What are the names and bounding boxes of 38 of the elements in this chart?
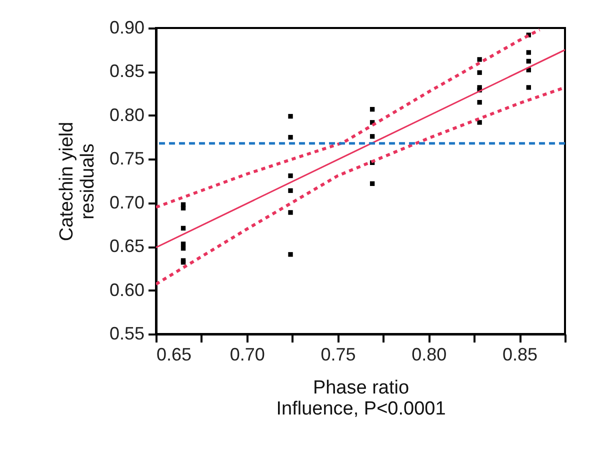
point	[370, 134, 375, 139]
y-tick-label: 0.60	[109, 280, 144, 300]
x-tick-label: 0.85	[502, 344, 538, 364]
point	[526, 50, 531, 55]
point	[180, 246, 186, 251]
x-axis-title: Phase ratio	[312, 378, 410, 398]
point	[288, 114, 293, 119]
point	[180, 242, 186, 246]
point	[180, 206, 186, 210]
point	[288, 210, 293, 215]
point	[288, 252, 293, 257]
line-series	[156, 28, 542, 209]
x-tick-label: 0.65	[156, 344, 192, 364]
y-tick-label: 0.90	[109, 18, 144, 38]
y-tick-label: 0.85	[109, 61, 144, 82]
point	[370, 181, 375, 186]
point	[288, 134, 293, 140]
y-tick-label: 0.70	[109, 192, 144, 212]
y-tick-label: 0.75	[109, 148, 144, 169]
line-series	[156, 86, 565, 286]
point	[526, 85, 531, 90]
x-tick-label: 0.75	[320, 344, 356, 364]
y-tick-label: 0.80	[109, 104, 144, 125]
x-tick-label: 0.70	[230, 344, 265, 364]
text: Influence, P<0.0001	[276, 398, 446, 420]
point	[477, 57, 482, 62]
point	[477, 120, 482, 125]
point	[288, 173, 293, 178]
x-tick-label: 0.80	[412, 344, 447, 364]
point	[477, 70, 482, 75]
point	[180, 226, 186, 231]
point	[526, 58, 531, 64]
y-axis-title: Catechin yield residuals	[56, 122, 98, 242]
point	[288, 188, 293, 193]
y-tick-label: 0.65	[109, 236, 144, 256]
point	[477, 100, 482, 105]
point	[370, 106, 375, 112]
y-tick-label: 0.55	[109, 324, 144, 344]
